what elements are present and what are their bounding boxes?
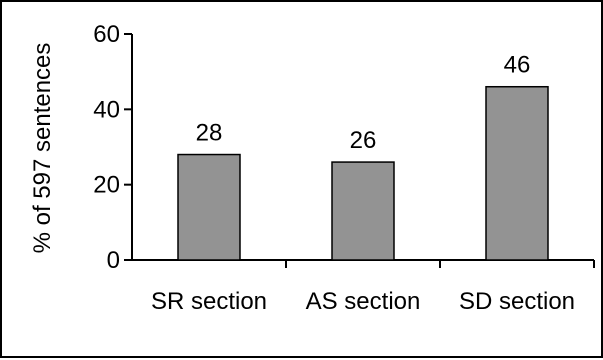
bar-data-label: 26 [350,127,377,154]
bar [177,153,241,261]
y-tick-label: 60 [93,21,120,48]
bar-data-label: 46 [504,52,531,79]
y-tick-label: 0 [107,247,120,274]
labels: 0 20 40 60 28 SR section 26 AS section 46 SD sect… [93,21,575,315]
x-category-label: AS section [306,288,421,315]
bar [485,85,549,261]
y-axis-title: % of 597 sentences [29,43,56,254]
x-category-label: SD section [459,288,575,315]
bar [331,161,395,261]
bar-data-label: 28 [196,120,223,147]
y-tick-label: 20 [93,172,120,199]
bars [177,85,549,261]
y-tick-label: 40 [93,96,120,123]
x-category-label: SR section [151,288,267,315]
